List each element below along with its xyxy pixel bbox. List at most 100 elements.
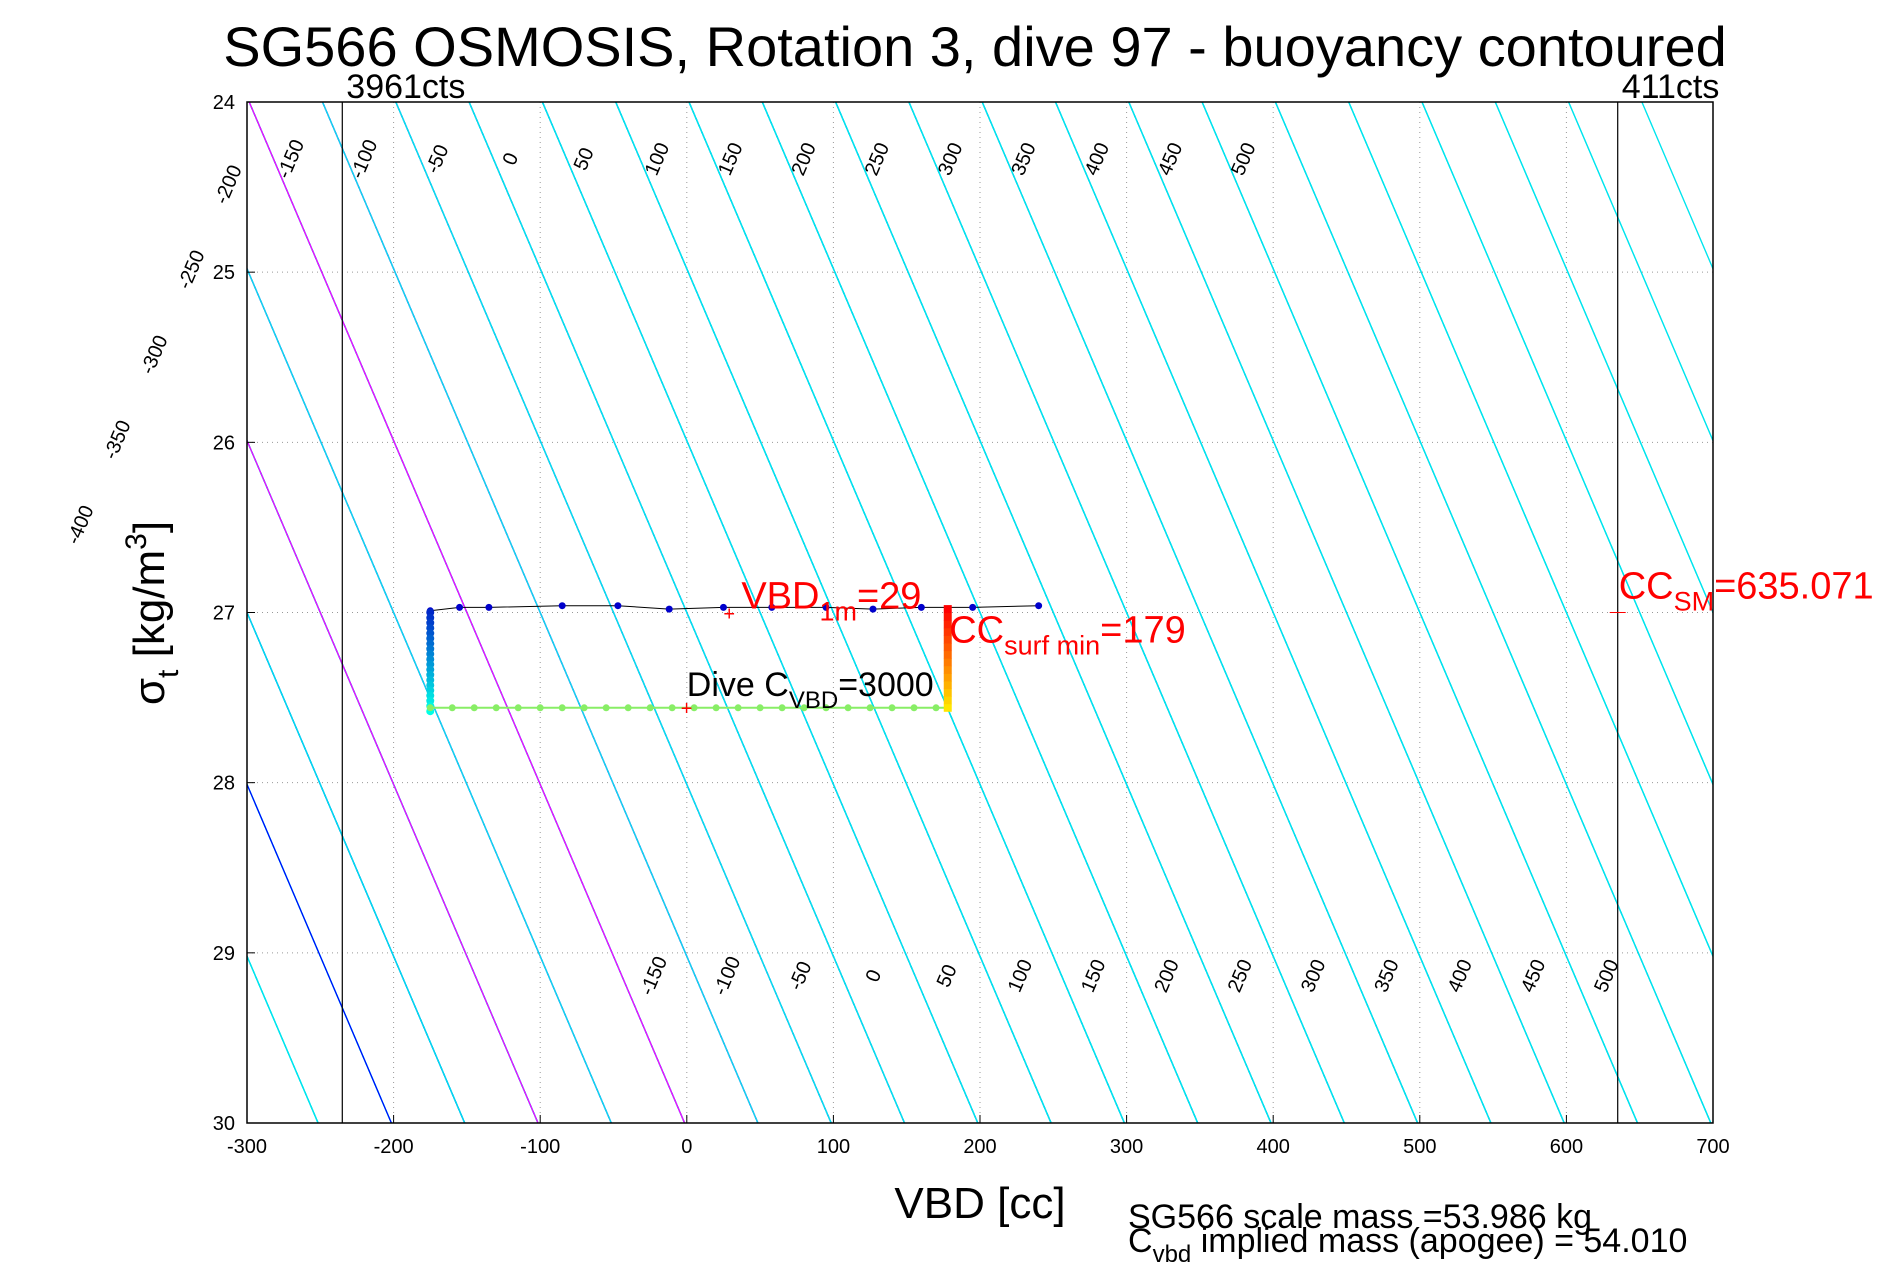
contour-line: [1421, 102, 1713, 786]
top-trace-point: [485, 603, 493, 611]
bottom-trace-point: [646, 704, 654, 712]
y-axis-label-sub: t: [152, 669, 185, 678]
bottom-trace-point: [712, 704, 720, 712]
y-tick-label: 26: [213, 432, 235, 454]
cc-sm-annotation-text: CC: [1619, 566, 1674, 608]
implied-mass-head: C: [1128, 1222, 1153, 1260]
contour-label: -150: [273, 136, 309, 181]
bottom-trace-point: [756, 704, 764, 712]
contour-label: -100: [709, 953, 745, 998]
bottom-trace-point: [470, 704, 478, 712]
contour-label: 250: [861, 140, 894, 179]
contour-label: 150: [1077, 956, 1110, 995]
contour-label: -50: [422, 142, 454, 177]
bottom-trace-point: [668, 704, 676, 712]
implied-mass-sub: vbd: [1153, 1241, 1192, 1262]
right-edge-point: [943, 620, 952, 629]
contour-label: 150: [714, 140, 747, 179]
reference-line-layer: 3961cts 411cts: [341, 68, 1720, 1123]
contour-label: -100: [346, 136, 382, 181]
reference-line-label: 411cts: [1622, 68, 1720, 106]
right-edge-point: [943, 673, 952, 682]
contour-line: [761, 102, 1199, 1123]
right-edge-point: [943, 665, 952, 674]
dive-c-vbd-annotation: Dive CVBD=3000: [687, 666, 934, 714]
contour-label-layer: -400 -350 -300 -250 -200 -150 -100 -50 0 50 100 150…: [63, 136, 1624, 998]
contour-line: [468, 102, 906, 1123]
contour-line: [248, 102, 686, 1123]
dive-c-vbd-annotation-sub: VBD: [789, 687, 838, 714]
y-tick-label: 28: [213, 773, 235, 795]
contour-label: 400: [1081, 140, 1114, 179]
contour-line: [0, 102, 25, 1123]
contour-layer: [0, 102, 1713, 1123]
contour-label: 500: [1227, 140, 1260, 179]
contour-label: 300: [1297, 956, 1330, 995]
x-tick-label: 500: [1403, 1136, 1436, 1158]
top-trace-point: [768, 603, 776, 611]
bottom-trace-point: [800, 704, 808, 712]
contour-label: -200: [211, 162, 247, 207]
implied-mass-note: Cvbd implied mass (apogee) = 54.010: [1128, 1222, 1687, 1262]
bottom-trace-point: [822, 704, 830, 712]
contour-line: [615, 102, 1052, 1123]
right-edge-point: [943, 627, 952, 636]
y-tick-label: 30: [213, 1113, 235, 1135]
series-layer: [426, 602, 1043, 716]
y-axis-label-sup: 3: [120, 533, 153, 550]
contour-line: [541, 102, 979, 1123]
contour-label: -250: [174, 247, 210, 292]
cc-surf-min-annotation-text: CC: [949, 610, 1004, 652]
right-edge-point: [943, 635, 952, 644]
contour-line: [247, 610, 466, 1123]
tick-layer: -300 -200 -100 0 100 200 300 400 500 600 700242526…: [213, 92, 1730, 1158]
right-edge-point: [943, 681, 952, 690]
contour-label: 350: [1370, 956, 1403, 995]
right-edge-point: [943, 688, 952, 697]
vbd-1m-annotation-value: =29: [857, 576, 921, 618]
bottom-trace-point: [778, 704, 786, 712]
bottom-trace-point: [624, 704, 632, 712]
y-tick-label: 24: [213, 92, 235, 114]
y-axis-label-sigma: σ: [125, 678, 174, 705]
contour-label: 350: [1007, 140, 1040, 179]
contour-line: [247, 782, 392, 1123]
cc-surf-min-annotation-value: =179: [1100, 610, 1186, 652]
contour-line: [0, 102, 98, 1123]
top-trace-point: [558, 602, 566, 610]
cc-sm-annotation-value: =635.071: [1714, 566, 1874, 608]
x-tick-label: 200: [963, 1136, 996, 1158]
contour-line: [1201, 102, 1639, 1123]
contour-label: -300: [137, 332, 173, 377]
cc-sm-annotation-sub: SM: [1674, 587, 1715, 617]
bottom-trace-point: [558, 704, 566, 712]
contour-label: 0: [862, 967, 887, 986]
top-trace-point: [822, 603, 830, 611]
contour-line: [1348, 102, 1713, 958]
x-tick-label: 700: [1696, 1136, 1729, 1158]
bottom-trace-point: [514, 704, 522, 712]
cc-sm-annotation: CCSM=635.071: [1619, 566, 1874, 617]
top-trace-point: [869, 605, 877, 613]
contour-line: [688, 102, 1125, 1123]
contour-line: [0, 102, 25, 1123]
contour-line: [835, 102, 1272, 1123]
x-tick-label: 300: [1110, 1136, 1143, 1158]
contour-line: [0, 102, 98, 1123]
cc-surf-min-annotation-sub: surf min: [1004, 631, 1100, 661]
top-trace-point: [719, 603, 727, 611]
contour-label: 250: [1224, 956, 1257, 995]
bottom-trace-point: [888, 704, 896, 712]
right-edge-point: [943, 658, 952, 667]
bottom-trace-point: [448, 704, 456, 712]
scale-mass-note: SG566 scale mass =53.986 kg: [1128, 1198, 1592, 1236]
bottom-trace-point: [844, 704, 852, 712]
x-tick-label: -100: [520, 1136, 560, 1158]
contour-line: [321, 102, 759, 1123]
x-tick-label: 100: [817, 1136, 850, 1158]
right-edge-point: [943, 650, 952, 659]
y-tick-label: 27: [213, 603, 235, 625]
contour-label: -50: [785, 958, 817, 993]
contour-line: [1494, 102, 1713, 615]
